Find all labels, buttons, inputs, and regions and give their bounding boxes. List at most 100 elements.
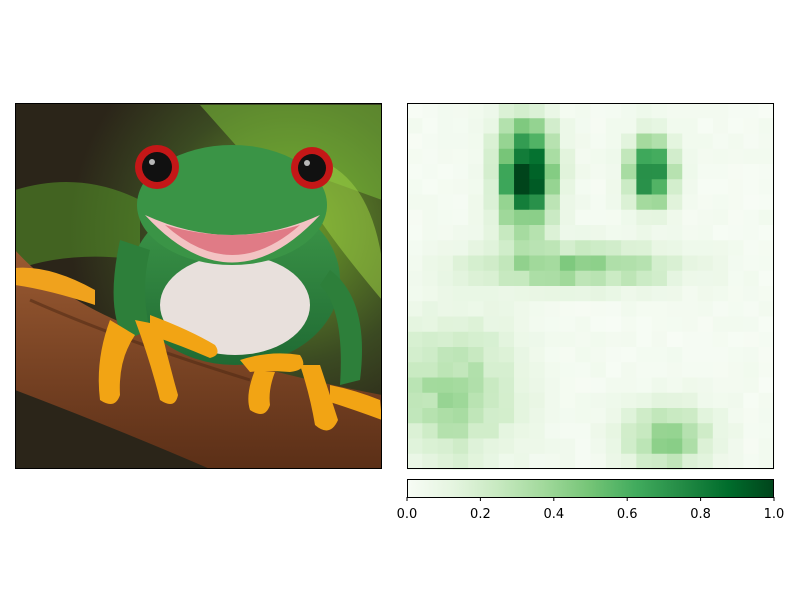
heatmap-cell (575, 377, 591, 394)
heatmap-cell (422, 103, 438, 119)
heatmap-cell (498, 453, 515, 470)
colorbar (407, 479, 774, 497)
heatmap-cell (758, 148, 775, 165)
heatmap-cell (407, 377, 423, 394)
heatmap-cell (697, 225, 714, 241)
heatmap-cell (728, 316, 744, 333)
heatmap-cell (514, 377, 530, 394)
heatmap-cell (544, 392, 561, 409)
heatmap-cell (407, 347, 423, 363)
heatmap-cell (529, 225, 546, 241)
heatmap-cell (743, 392, 760, 409)
heatmap-frame (407, 103, 774, 469)
heatmap-cell (514, 286, 530, 302)
heatmap-cell (682, 331, 698, 348)
heatmap-cell (514, 209, 530, 226)
heatmap-cell (407, 423, 423, 439)
heatmap-cell (514, 301, 530, 317)
heatmap-cell (407, 133, 423, 150)
heatmap-cell (666, 240, 683, 256)
heatmap-cell (636, 209, 653, 226)
heatmap-cell (437, 331, 454, 348)
heatmap-cell (529, 423, 546, 439)
heatmap-cell (682, 103, 698, 119)
heatmap-cell (437, 423, 454, 439)
heatmap-cell (712, 438, 729, 455)
heatmap-cell (483, 209, 500, 226)
heatmap-cell (544, 316, 561, 333)
heatmap-cell (728, 179, 744, 195)
frog-photo (15, 103, 382, 469)
heatmap-cell (682, 392, 698, 409)
heatmap-cell (743, 331, 760, 348)
heatmap-cell (590, 316, 607, 333)
heatmap-cell (651, 377, 668, 394)
heatmap-cell (636, 331, 653, 348)
heatmap-cell (682, 148, 698, 165)
heatmap-cell (422, 209, 438, 226)
heatmap-cell (483, 331, 500, 348)
heatmap-cell (697, 179, 714, 195)
heatmap-cell (697, 392, 714, 409)
heatmap-cell (437, 164, 454, 180)
heatmap-cell (575, 316, 591, 333)
heatmap-cell (483, 423, 500, 439)
heatmap-cell (636, 194, 653, 211)
heatmap-cell (728, 408, 744, 424)
heatmap-cell (743, 240, 760, 256)
heatmap-cell (559, 347, 576, 363)
heatmap-cell (468, 331, 484, 348)
heatmap-cell (498, 164, 515, 180)
heatmap-cell (682, 194, 698, 211)
heatmap-cell (514, 164, 530, 180)
heatmap-cell (514, 240, 530, 256)
heatmap-cell (666, 286, 683, 302)
heatmap-cell (697, 133, 714, 150)
heatmap-cell (468, 438, 484, 455)
heatmap-cell (529, 286, 546, 302)
heatmap-cell (651, 225, 668, 241)
heatmap-cell (452, 240, 469, 256)
heatmap-cell (437, 377, 454, 394)
heatmap-cell (590, 118, 607, 134)
heatmap-cell (498, 179, 515, 195)
heatmap-cell (407, 148, 423, 165)
heatmap-cell (728, 331, 744, 348)
heatmap-cell (575, 118, 591, 134)
heatmap-cell (758, 377, 775, 394)
heatmap-cell (605, 377, 622, 394)
heatmap-cell (559, 286, 576, 302)
heatmap-cell (666, 392, 683, 409)
heatmap-cell (498, 133, 515, 150)
heatmap-cell (590, 453, 607, 470)
heatmap-cell (651, 148, 668, 165)
heatmap-cell (468, 362, 484, 378)
heatmap-cell (651, 423, 668, 439)
heatmap-cell (651, 118, 668, 134)
heatmap-cell (544, 362, 561, 378)
heatmap-cell (529, 301, 546, 317)
heatmap-cell (452, 164, 469, 180)
heatmap-cell (559, 438, 576, 455)
heatmap-cell (529, 118, 546, 134)
heatmap-cell (559, 133, 576, 150)
heatmap-cell (728, 423, 744, 439)
heatmap-cell (758, 316, 775, 333)
heatmap-cell (636, 133, 653, 150)
heatmap-cell (605, 331, 622, 348)
heatmap-cell (529, 347, 546, 363)
heatmap-cell (605, 286, 622, 302)
heatmap-cell (575, 347, 591, 363)
heatmap-cell (544, 179, 561, 195)
heatmap-cell (407, 179, 423, 195)
heatmap-cell (452, 103, 469, 119)
heatmap-cell (590, 148, 607, 165)
heatmap-cell (697, 286, 714, 302)
heatmap-cell (712, 148, 729, 165)
heatmap-cell (407, 164, 423, 180)
heatmap-cell (422, 164, 438, 180)
colorbar-tick-label: 0.4 (543, 507, 564, 522)
heatmap-cell (636, 301, 653, 317)
heatmap-cell (758, 225, 775, 241)
heatmap-cell (743, 301, 760, 317)
